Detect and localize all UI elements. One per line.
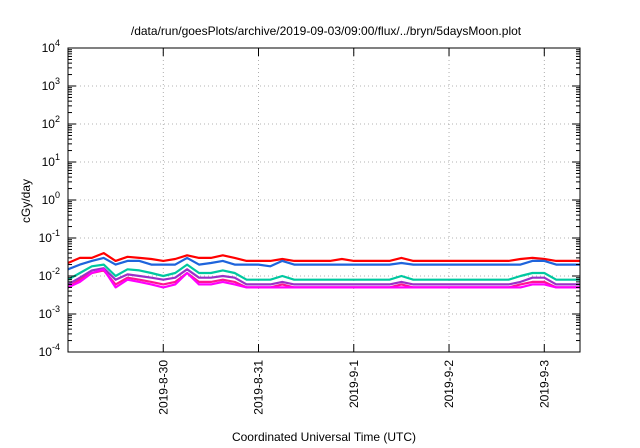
y-tick-label: 10-2 bbox=[39, 266, 60, 283]
series-line-4 bbox=[67, 267, 580, 286]
y-tick-label: 10-4 bbox=[39, 342, 60, 359]
y-tick-label: 102 bbox=[42, 114, 60, 131]
x-tick-label: 2019-9-2 bbox=[442, 360, 456, 408]
series-line-6 bbox=[67, 268, 580, 289]
grid bbox=[68, 48, 580, 352]
x-tick-label: 2019-9-3 bbox=[537, 360, 551, 408]
y-tick-label: 101 bbox=[42, 152, 60, 169]
y-tick-label: 104 bbox=[42, 38, 60, 55]
x-axis-label: Coordinated Universal Time (UTC) bbox=[232, 430, 416, 444]
series-line-3 bbox=[67, 263, 580, 281]
x-tick-label: 2019-9-1 bbox=[347, 360, 361, 408]
y-tick-label: 10-1 bbox=[39, 228, 60, 245]
x-tick-label: 2019-8-31 bbox=[252, 360, 266, 415]
y-tick-label: 10-3 bbox=[39, 304, 60, 321]
y-axis-label: cGy/day bbox=[19, 179, 33, 223]
axes: 10-4 10-3 10-2 10-1 100 101 102 103 104 2019-8-30… bbox=[39, 38, 580, 415]
series-group bbox=[67, 252, 580, 289]
x-tick-label: 2019-8-30 bbox=[156, 360, 170, 415]
y-tick-label: 100 bbox=[42, 190, 60, 207]
y-tick-label: 103 bbox=[42, 76, 60, 93]
series-line-2 bbox=[67, 256, 580, 271]
series-line-1 bbox=[67, 252, 580, 265]
chart-title: /data/run/goesPlots/archive/2019-09-03/0… bbox=[131, 24, 522, 38]
